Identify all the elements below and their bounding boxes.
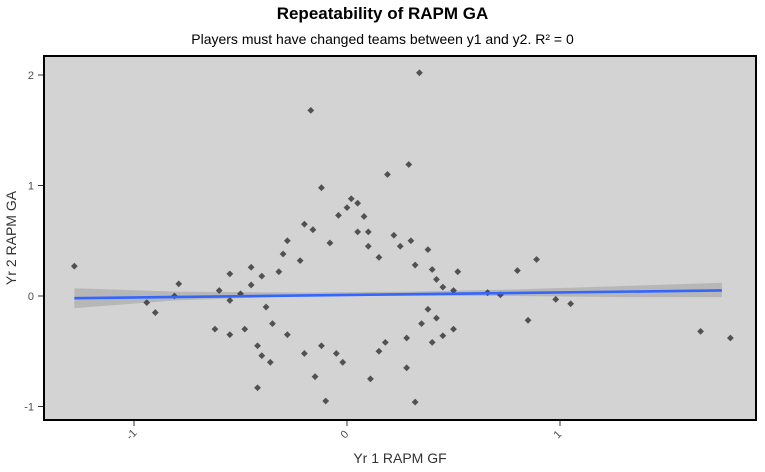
data-point [266, 358, 274, 366]
data-point [552, 295, 560, 303]
data-point [151, 309, 159, 316]
chart-subtitle: Players must have changed teams between … [191, 31, 574, 47]
data-point [418, 320, 425, 328]
data-point [279, 250, 287, 258]
data-point [375, 347, 383, 355]
data-point [390, 231, 398, 239]
data-point [354, 199, 362, 207]
data-point [697, 327, 704, 335]
plot-panel [43, 55, 757, 421]
data-point [360, 213, 368, 220]
data-point [411, 261, 419, 269]
data-point [241, 325, 249, 333]
data-point [428, 339, 436, 346]
data-point [533, 256, 540, 263]
data-point [416, 69, 423, 77]
data-point [450, 287, 457, 294]
x-tick-label: 0 [338, 428, 351, 441]
data-point [439, 332, 447, 340]
data-point [254, 342, 261, 350]
data-point [296, 257, 304, 265]
data-point [396, 242, 404, 250]
data-point [514, 267, 521, 274]
y-tick-label: 2 [28, 70, 34, 82]
data-point [258, 272, 266, 280]
trend-line [74, 289, 722, 300]
trend-layer [74, 289, 722, 300]
x-axis-label: Yr 1 RAPM GF [353, 450, 446, 466]
y-tick-label: 1 [28, 181, 34, 193]
data-point [275, 268, 283, 276]
chart-title: Repeatability of RAPM GA [276, 4, 489, 23]
y-axis: -1 0 1 2 [24, 70, 43, 414]
data-point [70, 262, 78, 270]
data-point [450, 325, 457, 333]
data-point [335, 211, 342, 219]
data-point [318, 342, 325, 350]
data-point [403, 334, 411, 342]
data-point [301, 350, 308, 357]
data-point [364, 242, 372, 250]
data-point [215, 287, 223, 294]
data-point [524, 316, 532, 324]
data-point [269, 320, 276, 328]
data-point [375, 253, 383, 261]
data-point [347, 195, 355, 203]
data-point [343, 204, 351, 211]
data-point [326, 239, 334, 247]
data-point [143, 299, 151, 307]
data-point [339, 358, 347, 366]
data-point [364, 228, 372, 236]
data-point [258, 352, 266, 360]
data-point [247, 281, 255, 289]
data-point [367, 375, 374, 383]
data-point [307, 106, 315, 114]
x-tick-label: -1 [124, 427, 139, 442]
data-point [567, 300, 575, 308]
data-point [318, 184, 325, 192]
data-point [354, 228, 362, 236]
data-point [454, 268, 462, 276]
data-point [283, 331, 291, 339]
data-point [332, 350, 340, 357]
data-point [226, 270, 234, 278]
x-tick-label: 1 [551, 428, 564, 441]
data-point [309, 226, 317, 234]
data-point [226, 331, 234, 339]
data-point [301, 220, 308, 228]
data-point [254, 384, 261, 392]
x-axis: -1 0 1 [124, 421, 564, 443]
points-layer [70, 69, 734, 406]
data-point [384, 171, 391, 178]
data-point [226, 297, 234, 304]
data-point [262, 303, 270, 311]
data-point [428, 266, 436, 273]
data-point [411, 398, 419, 406]
data-point [247, 263, 255, 271]
y-tick-label: -1 [24, 402, 34, 414]
y-axis-label: Yr 2 RAPM GA [3, 190, 19, 285]
data-point [405, 161, 413, 168]
data-point [433, 314, 440, 322]
data-point [439, 283, 447, 291]
data-point [424, 305, 432, 313]
data-point [433, 276, 440, 283]
y-tick-label: 0 [28, 291, 34, 303]
data-point [381, 339, 389, 346]
data-point [175, 280, 183, 288]
data-point [211, 325, 219, 333]
data-point [322, 397, 330, 405]
data-point [424, 246, 432, 253]
data-point [283, 237, 291, 245]
data-point [727, 334, 734, 342]
data-point [407, 237, 415, 245]
data-point [311, 373, 319, 381]
data-point [403, 364, 411, 372]
